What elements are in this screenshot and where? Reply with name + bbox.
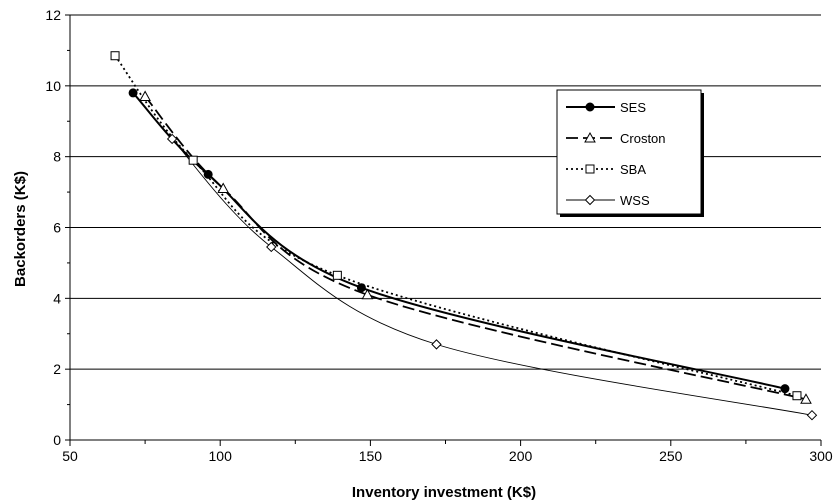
legend: SES Croston SBA WSS <box>556 89 704 217</box>
x-tick-label: 50 <box>62 448 78 464</box>
y-tick-label: 8 <box>53 149 61 165</box>
data-point-wss <box>806 410 818 421</box>
series-wss <box>171 138 813 416</box>
data-point-wss <box>266 241 277 253</box>
y-tick-label: 12 <box>45 7 61 23</box>
data-point-ses <box>780 384 790 394</box>
legend-marker-sba <box>585 164 595 174</box>
legend-item-croston: Croston <box>566 131 666 146</box>
y-tick-label: 2 <box>53 361 61 377</box>
legend-label-croston: Croston <box>620 131 666 146</box>
legend-label-sba: SBA <box>620 162 646 177</box>
series-line-wss <box>171 138 813 416</box>
series-croston <box>144 95 807 401</box>
series-line-croston <box>144 95 807 401</box>
data-point-sba <box>110 51 120 61</box>
legend-marker-wss <box>584 194 596 206</box>
y-axis-title: Backorders (K$) <box>12 171 29 287</box>
y-tick-label: 0 <box>53 432 61 448</box>
legend-item-wss: WSS <box>566 193 650 208</box>
data-point-croston <box>361 288 374 300</box>
legend-item-ses: SES <box>566 100 646 115</box>
data-point-wss <box>431 339 442 350</box>
x-tick-label: 200 <box>509 448 533 464</box>
x-tick-label: 100 <box>209 448 233 464</box>
y-tick-label: 4 <box>53 290 61 306</box>
legend-label-ses: SES <box>620 100 646 115</box>
data-point-ses <box>128 88 138 98</box>
grid-lines <box>70 14 821 370</box>
series-sba <box>114 55 798 397</box>
data-point-wss <box>166 133 178 145</box>
data-point-croston <box>800 393 812 404</box>
x-axis-ticks: 50 100 150 200 250 300 <box>62 440 833 464</box>
series-markers-croston <box>139 90 812 404</box>
data-point-croston <box>217 182 230 194</box>
data-point-sba <box>332 270 342 280</box>
legend-label-wss: WSS <box>620 193 650 208</box>
data-point-sba <box>792 391 802 401</box>
legend-marker-ses <box>585 102 595 112</box>
x-tick-label: 250 <box>659 448 683 464</box>
y-tick-label: 10 <box>45 78 61 94</box>
series-markers-sba <box>110 51 802 401</box>
x-tick-label: 150 <box>359 448 383 464</box>
x-tick-label: 300 <box>809 448 833 464</box>
legend-box <box>556 89 702 215</box>
y-tick-label: 6 <box>53 220 61 236</box>
data-point-croston <box>139 90 151 101</box>
data-point-sba <box>188 155 198 165</box>
legend-item-sba: SBA <box>566 162 646 177</box>
y-axis-ticks: 0 2 4 6 8 10 12 <box>45 7 70 448</box>
series-markers-ses <box>128 88 790 394</box>
series-line-sba <box>114 55 798 397</box>
data-point-ses <box>356 283 366 293</box>
x-axis-title: Inventory investment (K$) <box>352 484 536 500</box>
data-point-ses <box>203 169 213 179</box>
series-layer <box>110 51 818 421</box>
legend-marker-croston <box>584 131 596 143</box>
series-markers-wss <box>166 133 818 421</box>
